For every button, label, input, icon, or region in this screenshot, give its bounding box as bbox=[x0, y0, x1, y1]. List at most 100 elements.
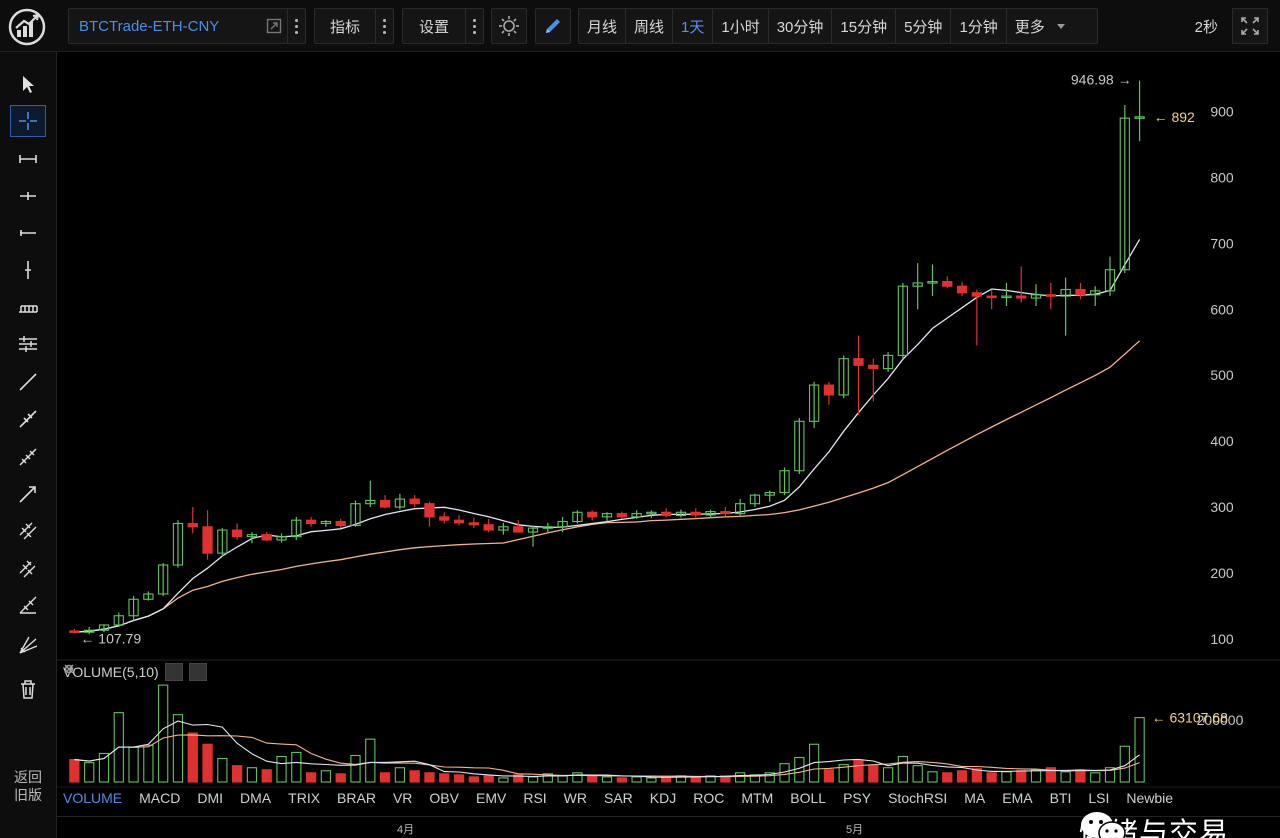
indicator-tab-22[interactable]: Newbie bbox=[1126, 790, 1174, 806]
fullscreen-button[interactable] bbox=[1232, 8, 1268, 44]
gann-fan-tool[interactable] bbox=[10, 552, 46, 584]
indicator-tab-15[interactable]: BOLL bbox=[790, 790, 827, 806]
chart-area[interactable]: 900 800 700 600 500 400 300 200 100 200000 946.98 … bbox=[57, 52, 1280, 838]
timeframe-0[interactable]: 月线 bbox=[579, 9, 627, 43]
volume-bar bbox=[1104, 767, 1116, 783]
indicator-tab-18[interactable]: MA bbox=[964, 790, 986, 806]
price-tick-label: 900 bbox=[1210, 104, 1234, 120]
compare-icon[interactable] bbox=[261, 9, 287, 43]
last-volume-label: ← 63107.68 bbox=[1152, 710, 1228, 726]
volume-bar bbox=[98, 752, 110, 783]
candle-body bbox=[202, 526, 213, 554]
volume-bar bbox=[1060, 771, 1071, 783]
indicator-tab-19[interactable]: EMA bbox=[1002, 790, 1033, 806]
crosshair-tool[interactable] bbox=[10, 105, 46, 137]
ray-line-tool[interactable] bbox=[10, 180, 46, 212]
indicator-tab-3[interactable]: DMA bbox=[240, 790, 272, 806]
indicator-tab-21[interactable]: LSI bbox=[1088, 790, 1110, 806]
volume-close-button[interactable] bbox=[64, 663, 207, 681]
horizontal-line-tool[interactable] bbox=[10, 217, 46, 249]
candle-body bbox=[601, 513, 613, 518]
vertical-line-tool[interactable] bbox=[10, 254, 46, 286]
volume-settings-button[interactable] bbox=[64, 663, 183, 681]
volume-bar bbox=[868, 765, 879, 783]
segment-tool[interactable] bbox=[10, 143, 46, 175]
indicator-tab-17[interactable]: StochRSI bbox=[888, 790, 948, 806]
volume-bar bbox=[601, 776, 613, 783]
parallel-channel-tool[interactable] bbox=[10, 441, 46, 473]
trend-channel-tool[interactable] bbox=[10, 403, 46, 435]
timeframe-7[interactable]: 1分钟 bbox=[951, 9, 1007, 43]
indicator-tab-20[interactable]: BTI bbox=[1049, 790, 1072, 806]
parallel-lines-tool[interactable] bbox=[10, 328, 46, 360]
timeframe-1[interactable]: 周线 bbox=[626, 9, 674, 43]
indicator-tab-5[interactable]: BRAR bbox=[337, 790, 376, 806]
fibonacci-fan-tool[interactable] bbox=[10, 515, 46, 547]
candle-body bbox=[187, 522, 198, 528]
back-old-line-1[interactable]: 返回 bbox=[14, 769, 42, 785]
volume-bar bbox=[350, 754, 361, 783]
volume-bar bbox=[823, 769, 835, 783]
indicator-tab-8[interactable]: EMV bbox=[475, 790, 507, 806]
volume-bar bbox=[69, 759, 80, 783]
candlestick-chart[interactable]: 900 800 700 600 500 400 300 200 100 200000 946.98 … bbox=[57, 52, 1280, 838]
settings-more-icon[interactable] bbox=[465, 9, 483, 43]
back-old-line-2[interactable]: 旧版 bbox=[14, 787, 42, 803]
back-to-old-version-link[interactable]: 返回 旧版 bbox=[6, 768, 50, 804]
candle-body bbox=[128, 598, 139, 617]
draw-tool-button[interactable] bbox=[535, 8, 571, 44]
timeframe-8[interactable]: 更多 bbox=[1014, 18, 1045, 36]
app-logo-icon[interactable] bbox=[8, 8, 46, 46]
indicator-tab-2[interactable]: DMI bbox=[197, 790, 224, 806]
cursor-arrow-icon bbox=[23, 76, 34, 93]
timeframe-6[interactable]: 5分钟 bbox=[896, 9, 952, 43]
settings-menu[interactable]: 设置 bbox=[402, 8, 484, 44]
indicator-tab-9[interactable]: RSI bbox=[523, 790, 547, 806]
timeframe-2[interactable]: 1天 bbox=[673, 9, 714, 43]
indicator-tab-13[interactable]: ROC bbox=[693, 790, 725, 806]
arrow-line-icon bbox=[19, 486, 36, 503]
indicator-tab-12[interactable]: KDJ bbox=[649, 790, 677, 806]
indicator-tab-10[interactable]: WR bbox=[563, 790, 587, 806]
indicators-menu[interactable]: 指标 bbox=[314, 8, 394, 44]
price-range-tool[interactable] bbox=[10, 291, 46, 323]
volume-bar bbox=[853, 760, 864, 783]
indicator-tab-1[interactable]: MACD bbox=[139, 790, 181, 806]
volume-bar bbox=[305, 772, 317, 783]
symbol-name[interactable]: BTCTrade-ETH-CNY bbox=[79, 17, 220, 35]
timeframe-3[interactable]: 1小时 bbox=[713, 9, 769, 43]
indicators-button[interactable]: 指标 bbox=[329, 18, 360, 36]
indicator-tab-4[interactable]: TRIX bbox=[288, 790, 321, 806]
indicators-more-icon[interactable] bbox=[375, 9, 393, 43]
pitchfork-icon bbox=[19, 636, 38, 654]
timeframe-5[interactable]: 15分钟 bbox=[832, 9, 897, 43]
candle-body bbox=[261, 534, 272, 541]
pitchfork-tool[interactable] bbox=[10, 629, 46, 661]
refresh-interval[interactable]: 2秒 bbox=[1194, 19, 1218, 36]
volume-bar bbox=[735, 772, 746, 783]
candle-body bbox=[113, 615, 124, 626]
symbol-selector[interactable]: BTCTrade-ETH-CNY bbox=[68, 8, 306, 44]
symbol-more-icon[interactable] bbox=[287, 9, 305, 43]
delete-drawings-button[interactable] bbox=[10, 673, 46, 705]
indicator-tab-6[interactable]: VR bbox=[392, 790, 413, 806]
cursor-arrow-tool[interactable] bbox=[10, 68, 46, 100]
timeframe-4[interactable]: 30分钟 bbox=[769, 9, 833, 43]
settings-button[interactable]: 设置 bbox=[418, 18, 449, 36]
speed-lines-tool[interactable] bbox=[10, 589, 46, 621]
indicator-tab-7[interactable]: OBV bbox=[429, 790, 459, 806]
indicator-tab-14[interactable]: MTM bbox=[741, 790, 774, 806]
volume-bar bbox=[542, 773, 553, 783]
fullscreen-icon bbox=[1241, 17, 1259, 35]
indicator-tab-11[interactable]: SAR bbox=[604, 790, 633, 806]
arrow-line-tool[interactable] bbox=[10, 478, 46, 510]
low-price-label: ← 107.79 bbox=[80, 631, 141, 647]
horizontal-line-icon bbox=[20, 230, 36, 236]
theme-toggle-button[interactable] bbox=[491, 8, 527, 44]
candle-body bbox=[379, 499, 391, 508]
trend-line-tool[interactable] bbox=[10, 366, 46, 398]
volume-bar bbox=[1134, 717, 1145, 783]
indicator-tab-16[interactable]: PSY bbox=[843, 790, 872, 806]
candle-body bbox=[1090, 290, 1101, 296]
indicator-tab-0[interactable]: VOLUME bbox=[63, 790, 123, 806]
